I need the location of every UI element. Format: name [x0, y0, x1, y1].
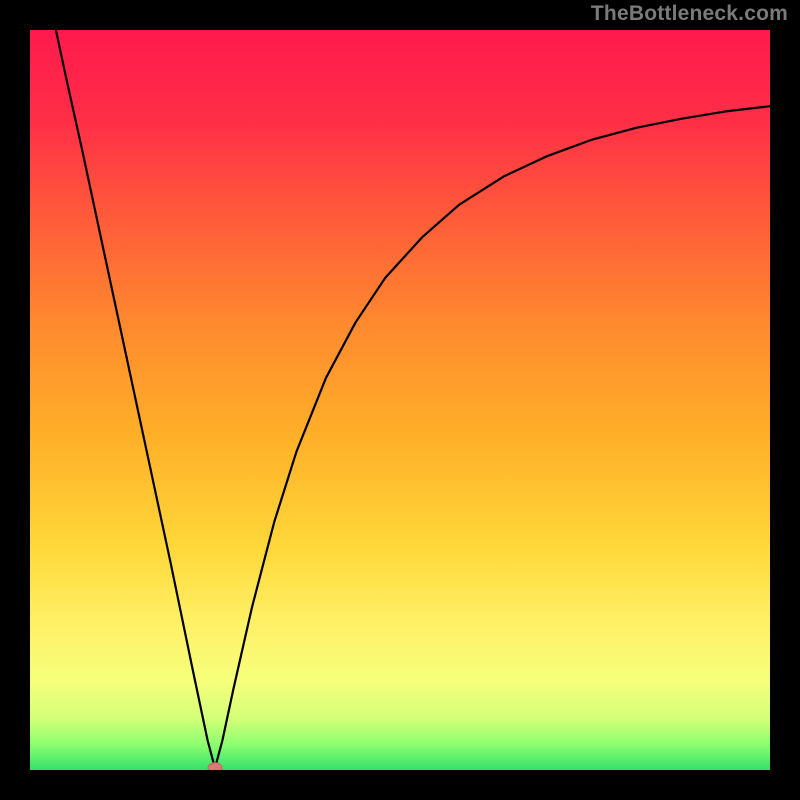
chart-svg [30, 30, 770, 770]
minimum-marker [208, 763, 222, 770]
plot-area [30, 30, 770, 770]
chart-container: TheBottleneck.com [0, 0, 800, 800]
plot-background [30, 30, 770, 770]
watermark-label: TheBottleneck.com [591, 2, 788, 26]
